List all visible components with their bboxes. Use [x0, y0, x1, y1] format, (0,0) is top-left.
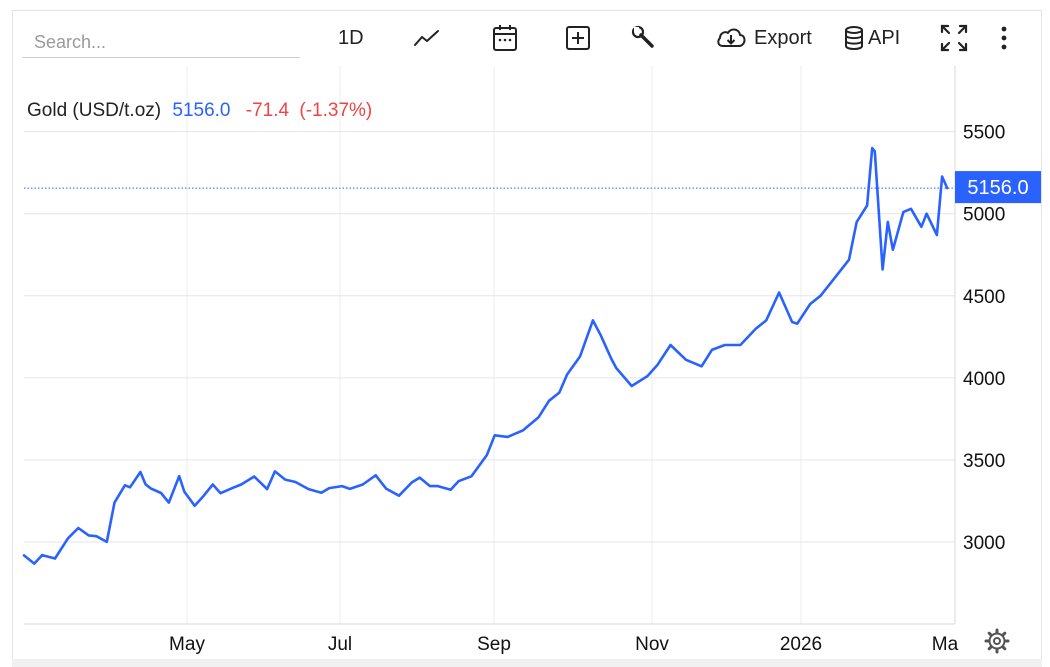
- bottom-strip: [12, 659, 1042, 667]
- interval-button[interactable]: 1D: [338, 22, 364, 54]
- date-range-button[interactable]: [491, 22, 519, 54]
- instrument-name: Gold (USD/t.oz): [27, 100, 161, 121]
- x-axis-tick-labels: May Jul Sep Nov 2026 Ma: [169, 634, 959, 655]
- x-tick-label: May: [169, 634, 205, 655]
- fullscreen-button[interactable]: [939, 22, 969, 54]
- y-tick-label: 3500: [963, 451, 1005, 472]
- x-tick-label: Jul: [328, 634, 352, 655]
- x-tick-label: 2026: [780, 634, 822, 655]
- more-vert-icon: [1001, 26, 1007, 50]
- x-tick-label: Nov: [635, 634, 669, 655]
- settings-button[interactable]: [984, 628, 1010, 654]
- price-change-percent: (-1.37%): [299, 100, 372, 121]
- calendar-icon: [493, 25, 517, 51]
- last-price-tag-bg: [955, 171, 1041, 204]
- api-label: API: [868, 26, 901, 49]
- y-tick-label: 4500: [963, 287, 1005, 308]
- toolbar: 1D Exp: [0, 0, 1050, 66]
- line-chart-icon: [414, 30, 439, 46]
- chart-frame: [12, 10, 1042, 660]
- database-icon: [845, 26, 863, 50]
- last-price: 5156.0: [172, 100, 230, 121]
- x-tick-label: Sep: [477, 634, 511, 655]
- tools-button[interactable]: [630, 22, 658, 54]
- fullscreen-icon: [940, 24, 968, 52]
- export-label: Export: [754, 26, 812, 49]
- last-price-tag: 5156.0: [955, 171, 1041, 204]
- y-tick-label: 5500: [963, 123, 1005, 144]
- chart-header: Gold (USD/t.oz) 5156.0 -71.4 (-1.37%): [27, 100, 372, 121]
- x-tick-label: Ma: [932, 634, 959, 655]
- y-tick-label: 3000: [963, 533, 1005, 554]
- vertical-gridlines: [186, 66, 802, 624]
- y-tick-label: 5000: [963, 205, 1005, 226]
- series-line-gold: [22, 146, 949, 565]
- api-button[interactable]: API: [843, 22, 900, 54]
- chart-type-button[interactable]: [412, 22, 442, 54]
- add-box-icon: [566, 26, 590, 50]
- horizontal-gridlines: [24, 131, 955, 543]
- y-tick-label: 4000: [963, 369, 1005, 390]
- last-price-tag-text: 5156.0: [967, 177, 1028, 199]
- search-input[interactable]: [22, 28, 300, 58]
- wrench-icon: [631, 25, 654, 48]
- price-change: -71.4: [246, 100, 290, 121]
- add-indicator-button[interactable]: [564, 22, 592, 54]
- more-menu-button[interactable]: [996, 22, 1012, 54]
- interval-label: 1D: [338, 26, 364, 49]
- settings-icon: [984, 628, 1010, 654]
- cloud-download-icon: [717, 28, 746, 47]
- y-axis-tick-labels: 3000 3500 4000 4500 5000 5500: [963, 123, 1005, 554]
- export-button[interactable]: Export: [714, 22, 812, 54]
